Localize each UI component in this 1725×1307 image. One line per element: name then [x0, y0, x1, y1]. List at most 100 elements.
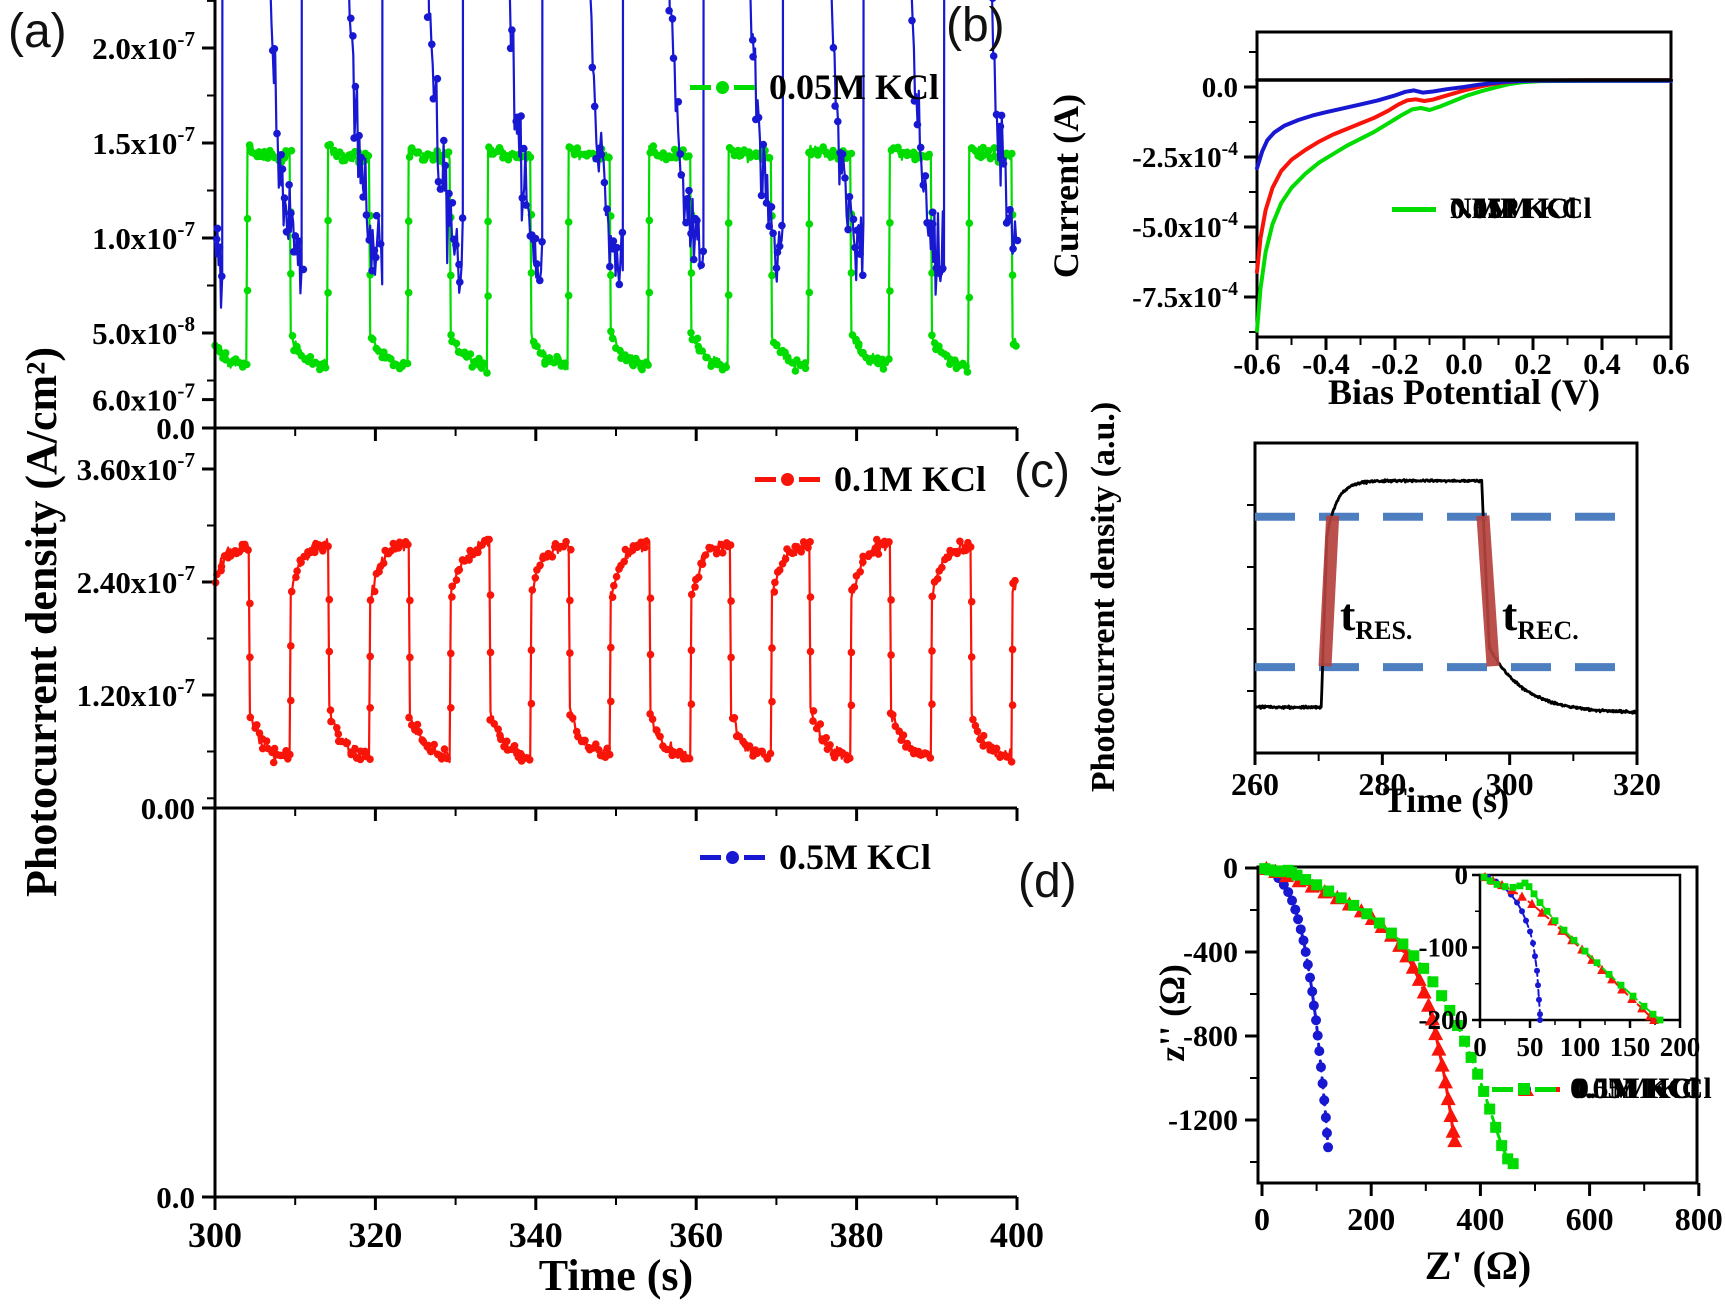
svg-text:260: 260: [1231, 766, 1279, 802]
circle-marker-icon: [781, 472, 794, 486]
svg-text:0: 0: [1455, 860, 1469, 890]
annotation-text: t: [1340, 589, 1356, 640]
svg-text:-2.5x10-4: -2.5x10-4: [1132, 138, 1238, 174]
legend-swatch-red: [755, 472, 825, 486]
legend-a-0.5m-kcl: 0.5M KCl: [700, 836, 931, 878]
legend-label: NMP: [1450, 192, 1519, 225]
svg-text:0.2: 0.2: [1514, 348, 1552, 381]
svg-text:2.0x10-7: 2.0x10-7: [92, 27, 195, 66]
svg-text:0: 0: [1254, 1201, 1270, 1237]
legend-a-0.1m-kcl: 0.1M KCl: [755, 458, 986, 500]
svg-text:-7.5x10-4: -7.5x10-4: [1132, 278, 1238, 314]
square-marker-icon: [1518, 1083, 1530, 1095]
svg-text:360: 360: [669, 1215, 723, 1255]
svg-text:0.0: 0.0: [1445, 348, 1483, 381]
svg-text:200: 200: [1347, 1201, 1395, 1237]
svg-text:-0.4: -0.4: [1302, 348, 1350, 381]
svg-text:340: 340: [509, 1215, 563, 1255]
svg-text:-1200: -1200: [1168, 1104, 1238, 1137]
svg-text:0.00: 0.00: [141, 791, 195, 826]
svg-text:0.6: 0.6: [1652, 348, 1690, 381]
panel-b-plot: 0.0 -2.5x10-4 -5.0x10-4 -7.5x10-4 -0.6 -0.4 -0…: [1132, 30, 1690, 381]
legend-label: 0.05M KCl: [769, 67, 939, 107]
axis-label-b-y: Current (A): [1046, 93, 1086, 279]
svg-text:50: 50: [1517, 1032, 1544, 1062]
svg-text:0.0: 0.0: [156, 411, 195, 446]
svg-text:-100: -100: [1419, 933, 1469, 963]
axis-label-c-y: Photocurrent density (a.u.): [1085, 401, 1122, 793]
legend-a-0.05m-kcl: 0.05M KCl: [690, 66, 939, 108]
svg-text:0.4: 0.4: [1583, 348, 1621, 381]
legend-label: 0.5M KCl: [779, 837, 931, 877]
circle-marker-icon: [726, 850, 739, 864]
svg-text:3.60x10-7: 3.60x10-7: [77, 448, 196, 487]
svg-text:280: 280: [1358, 766, 1406, 802]
panel-label-c: (c): [1014, 445, 1070, 498]
svg-text:-400: -400: [1183, 936, 1238, 969]
svg-text:200: 200: [1660, 1032, 1701, 1062]
svg-text:1.20x10-7: 1.20x10-7: [77, 674, 196, 713]
annotation-t-res: tRES.: [1340, 589, 1412, 644]
axis-label-d-y: z'' (Ω): [1152, 964, 1192, 1062]
panel-label-a: (a): [8, 5, 67, 58]
svg-text:320: 320: [1613, 766, 1661, 802]
svg-text:2.40x10-7: 2.40x10-7: [77, 561, 196, 600]
panel-a-subplot-1: 0.00 1.20x10-7 2.40x10-7 3.60x10-7: [77, 448, 1019, 826]
panel-c-plot: 260 280 300 320: [1231, 441, 1661, 802]
annotation-subscript: RES.: [1355, 616, 1413, 645]
svg-text:1.5x10-7: 1.5x10-7: [92, 122, 195, 161]
axis-label-a-y: Photocurrent density (A/cm²): [17, 346, 66, 898]
panel-d-inset: 0 50 100 150 200 0 -100 -200: [1419, 860, 1701, 1062]
svg-text:380: 380: [830, 1215, 884, 1255]
legend-item-0.5m-kcl: 0.5M KCl: [1392, 192, 1577, 226]
svg-text:400: 400: [990, 1215, 1044, 1255]
svg-text:-800: -800: [1183, 1020, 1238, 1053]
legend-label: 0.1M KCl: [834, 459, 986, 499]
legend-swatch-blue: [700, 850, 770, 864]
panel-a-plot: 0.0 5.0x10-8 1.0x10-7 1.5x10-7 2.0x10-7 0.00 1…: [77, 0, 1044, 1255]
annotation-text: t: [1502, 589, 1518, 640]
annotation-t-rec: tREC.: [1502, 589, 1579, 644]
svg-text:-0.6: -0.6: [1233, 348, 1281, 381]
svg-text:6.0x10-7: 6.0x10-7: [92, 379, 195, 418]
svg-text:0.0: 0.0: [156, 1180, 195, 1215]
legend-label: 0.1M KCl: [1450, 192, 1577, 225]
svg-text:300: 300: [188, 1215, 242, 1255]
svg-text:0: 0: [1473, 1032, 1487, 1062]
svg-text:1.0x10-7: 1.0x10-7: [92, 217, 195, 256]
legend-label: 0.1M KCl: [1574, 1072, 1701, 1105]
legend-label: 0.05M KCl: [1570, 1072, 1712, 1105]
legend-item-0.05m-kcl: 0.05M KCl: [1492, 1072, 1712, 1106]
annotation-subscript: REC.: [1517, 616, 1579, 645]
svg-text:0: 0: [1223, 852, 1238, 885]
svg-text:600: 600: [1566, 1201, 1614, 1237]
legend-label: 0.5M KCl: [1571, 1072, 1698, 1105]
axis-label-a-x: Time (s): [538, 1251, 694, 1300]
svg-text:-5.0x10-4: -5.0x10-4: [1132, 208, 1238, 244]
legend-label: 0.05M KCl: [1450, 192, 1592, 225]
axis-label-d-x: Z' (Ω): [1424, 1243, 1532, 1288]
legend-swatch-green: [690, 80, 760, 94]
panel-label-d: (d): [1018, 855, 1077, 908]
svg-text:100: 100: [1560, 1032, 1601, 1062]
axis-label-c-x: Time (s): [1382, 780, 1510, 820]
svg-text:150: 150: [1610, 1032, 1651, 1062]
axis-label-b-x: Bias Potential (V): [1328, 372, 1600, 412]
svg-text:0.0: 0.0: [1202, 72, 1238, 104]
svg-text:5.0x10-8: 5.0x10-8: [92, 312, 195, 351]
svg-text:400: 400: [1456, 1201, 1504, 1237]
panel-a-subplot-2: 0.06.0x10-71.2x10-61.8x10-62.4x10-630032…: [92, 0, 1044, 1255]
panel-label-b: (b): [946, 0, 1005, 52]
svg-text:-200: -200: [1419, 1005, 1469, 1035]
legend-swatch-green: [1492, 1083, 1561, 1095]
legend-swatch-green: [1392, 206, 1441, 212]
svg-text:300: 300: [1486, 766, 1534, 802]
circle-marker-icon: [716, 80, 729, 94]
svg-text:800: 800: [1675, 1201, 1723, 1237]
svg-text:-0.2: -0.2: [1371, 348, 1419, 381]
legend-label: 0.5M KCl: [1450, 192, 1577, 225]
svg-text:320: 320: [348, 1215, 402, 1255]
